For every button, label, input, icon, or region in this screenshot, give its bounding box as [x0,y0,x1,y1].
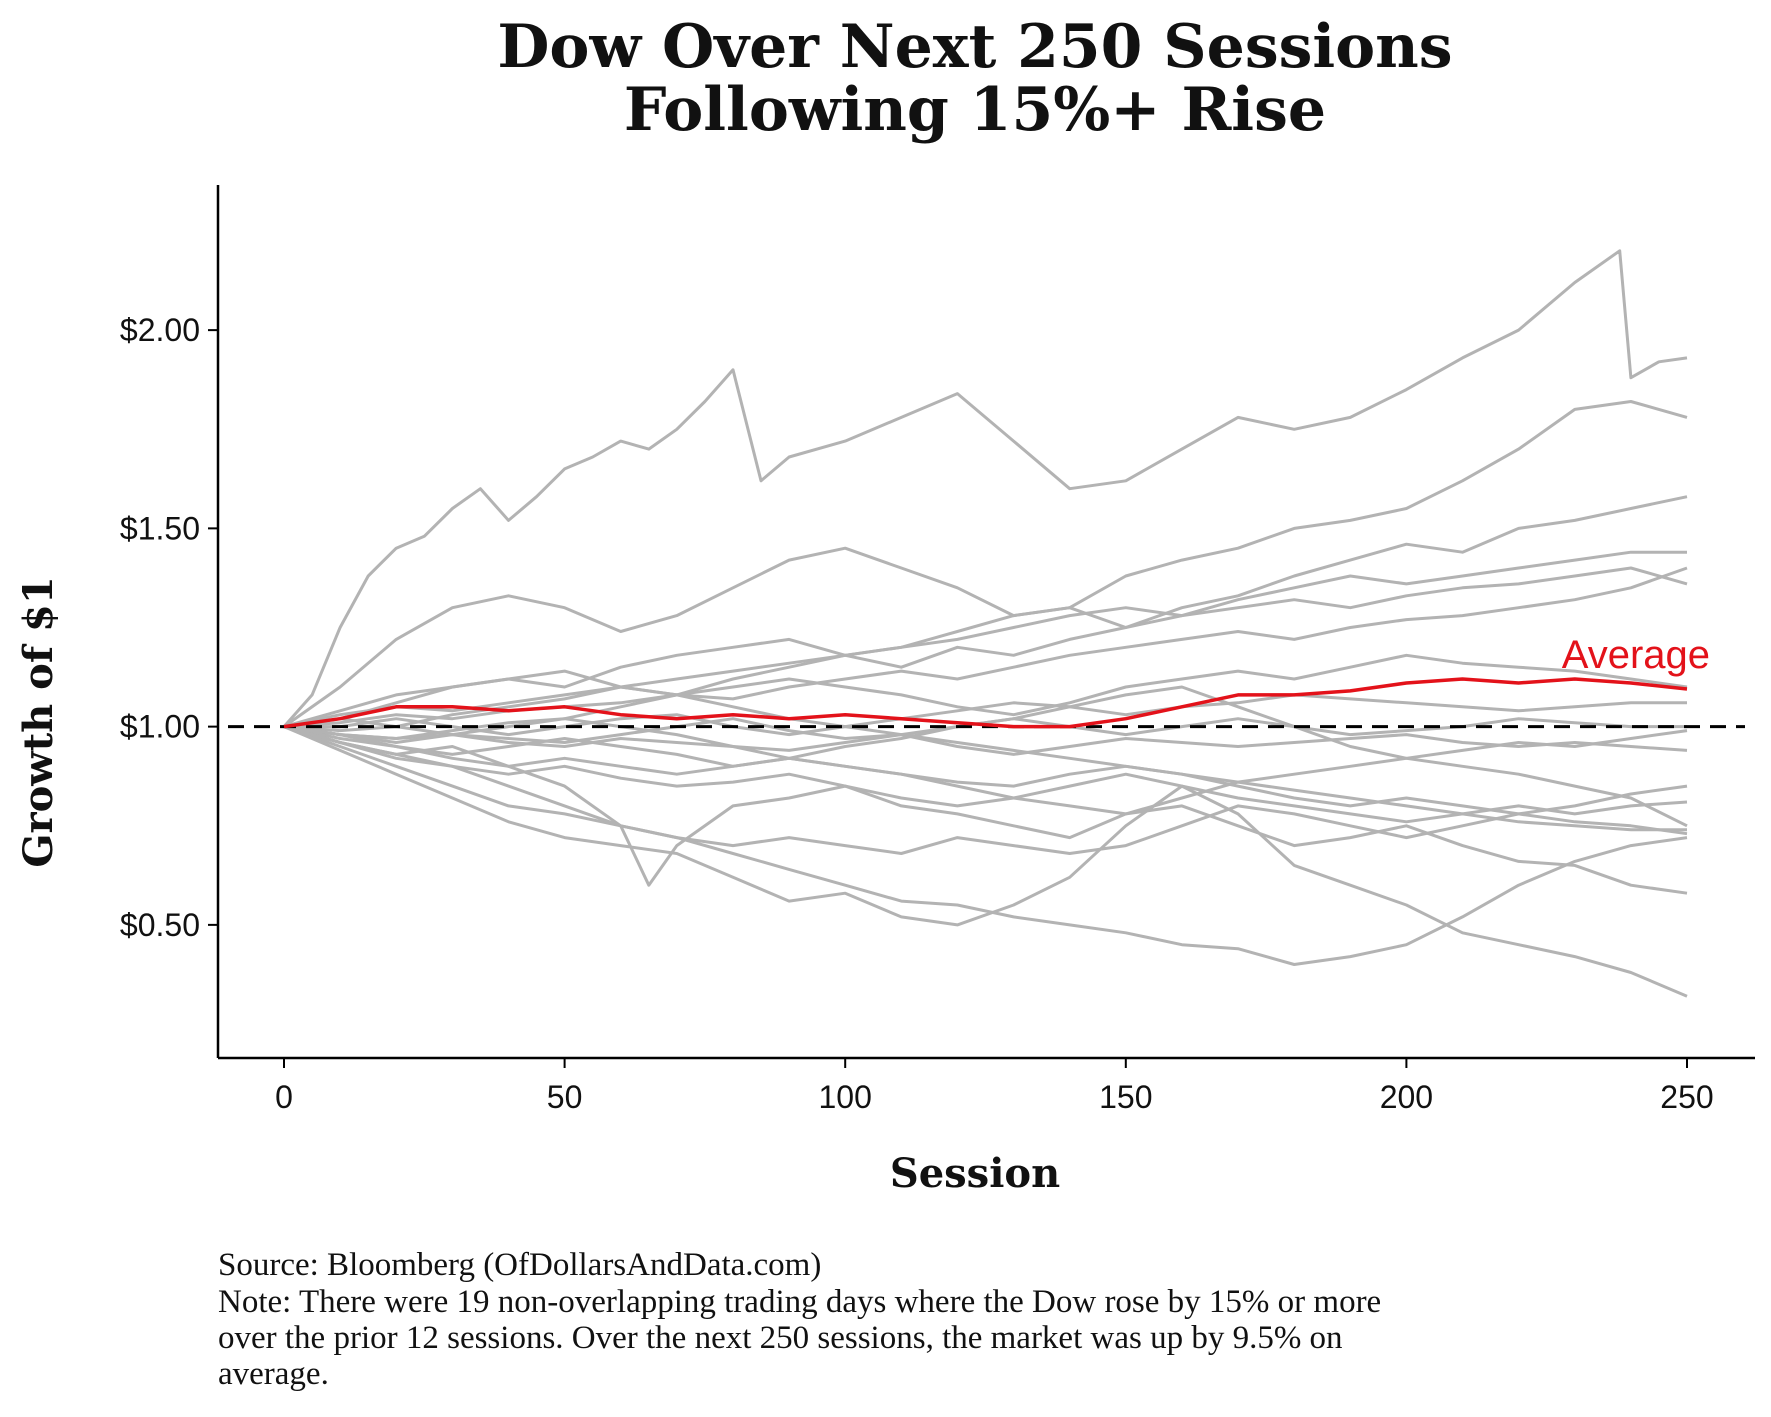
series-line-3 [283,495,1688,729]
caption-source: Source: Bloomberg (OfDollarsAndData.com) [218,1247,821,1283]
caption-note-line2: over the prior 12 sessions. Over the nex… [218,1320,1343,1356]
series-line-8 [284,693,1687,737]
y-tick-label: $1.50 [120,510,200,546]
series-line-6 [283,566,1688,729]
series-line-12 [283,725,1688,824]
series-line-19 [283,669,1687,832]
y-tick-label: $2.00 [120,312,200,348]
chart-title-line1: Dow Over Next 250 Sessions [497,12,1452,82]
series-lines [282,249,1688,998]
series-line-16 [283,725,1688,998]
series-line-13 [283,685,1688,828]
x-tick-label: 100 [819,1079,872,1115]
x-tick-label: 250 [1660,1079,1713,1115]
chart-title-line2: Following 15%+ Rise [624,75,1326,145]
x-axis-title: Session [890,1150,1060,1197]
series-line-5 [283,566,1688,729]
series-line-14 [283,725,1688,855]
average-line [283,677,1688,729]
series-line-10 [283,725,1688,756]
caption-note-line1: Note: There were 19 non-overlapping trad… [218,1284,1381,1320]
series-line-15 [283,725,1688,895]
x-tick-label: 0 [275,1079,293,1115]
series-line-17 [283,725,1688,966]
average-line-group: Average [283,633,1710,729]
y-axis-title: Growth of $1 [15,576,62,867]
series-line-2 [283,400,1688,728]
x-tick-label: 150 [1099,1079,1152,1115]
axes: 0 50 100 150 200 250 $0.50 $1.00 $1.50 $2.00 [120,185,1755,1115]
series-line-18 [283,717,1688,816]
x-tick-label: 200 [1380,1079,1433,1115]
series-line-4 [283,550,1687,729]
y-tick-label: $1.00 [120,709,200,745]
series-line-1 [282,249,1688,728]
caption-note-line3: average. [218,1356,329,1392]
series-line-7 [283,653,1688,744]
y-tick-label: $0.50 [120,907,200,943]
x-tick-label: 50 [547,1079,583,1115]
average-label: Average [1562,633,1710,677]
series-line-11 [283,725,1688,816]
